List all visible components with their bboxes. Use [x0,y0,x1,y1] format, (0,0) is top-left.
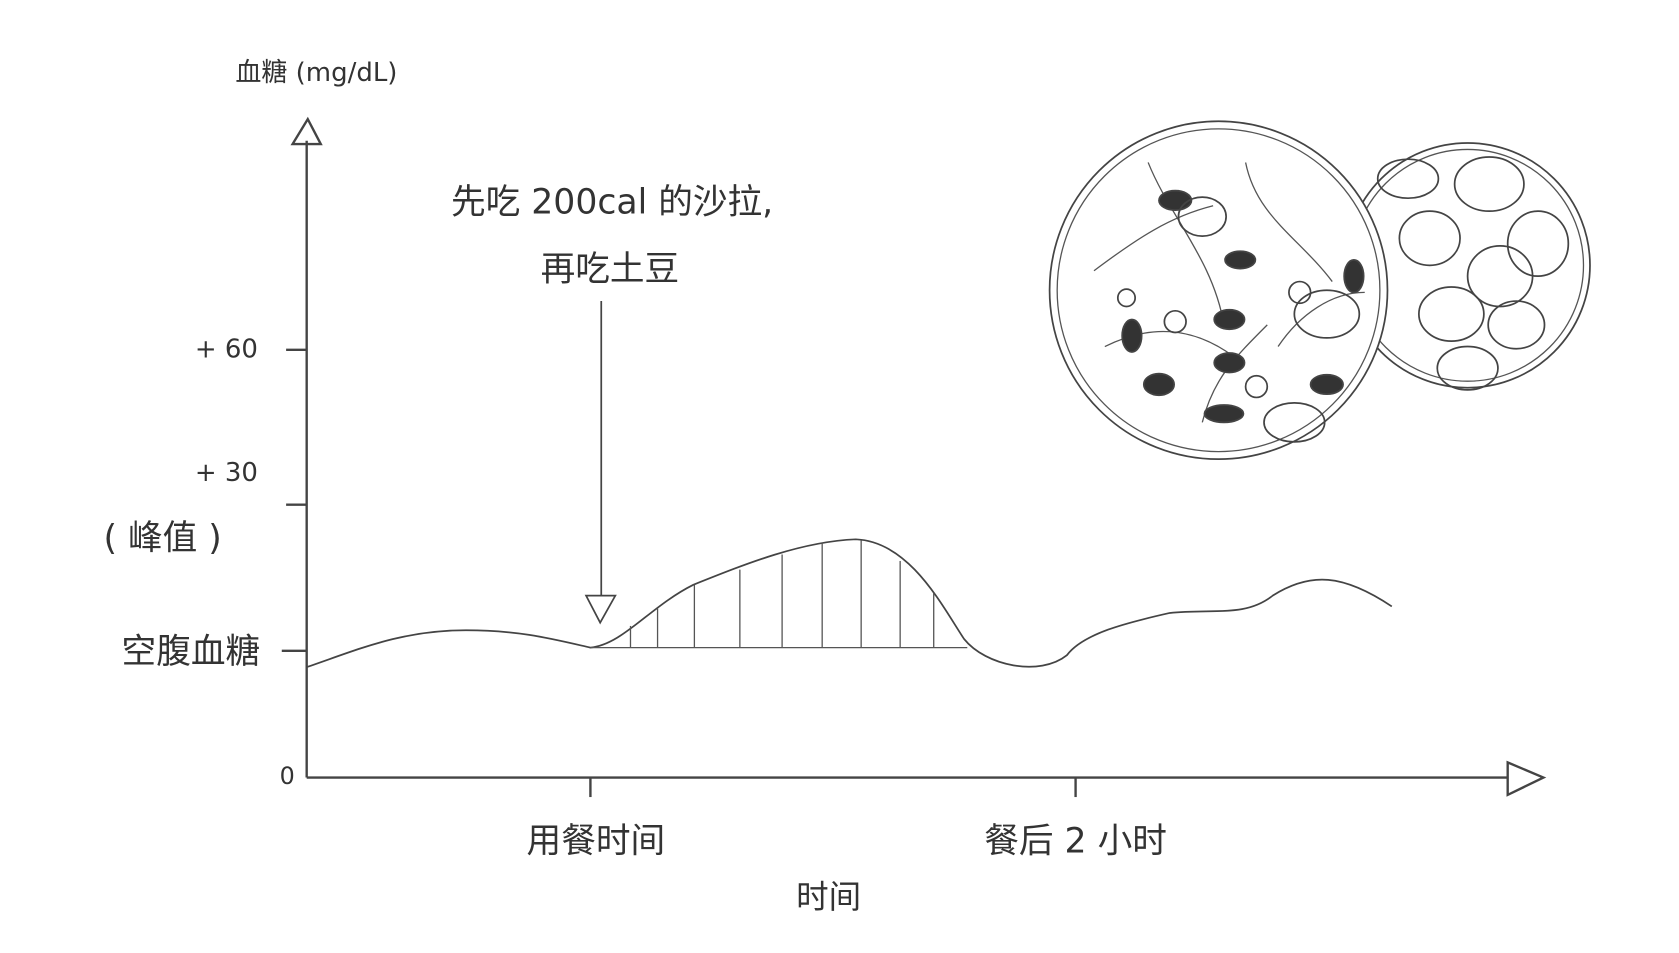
annotation-arrowhead [584,594,617,625]
y-tick-label: + 30 [195,458,258,488]
x-tick-label: 餐后 2 小时 [984,822,1167,862]
food-illustration [1048,120,1591,461]
x-axis-arrow [1506,760,1547,797]
y-tick-label: + 60 [195,334,258,364]
y-axis-arrow [290,116,323,146]
y-tick-label: 0 [280,762,295,790]
hatch [590,540,968,649]
annotation-line: 先吃 200cal 的沙拉, [451,183,773,223]
annotation-line: 再吃土豆 [541,250,680,290]
x-axis-title: 时间 [796,878,861,916]
glucose-curve [306,538,1393,668]
y-axis-title: 血糖 (mg/dL) [235,58,397,88]
y-tick-label: 空腹血糖 [122,632,261,672]
y-tick-label: ( 峰值 ) [103,518,221,558]
x-tick-label: 用餐时间 [527,822,666,862]
